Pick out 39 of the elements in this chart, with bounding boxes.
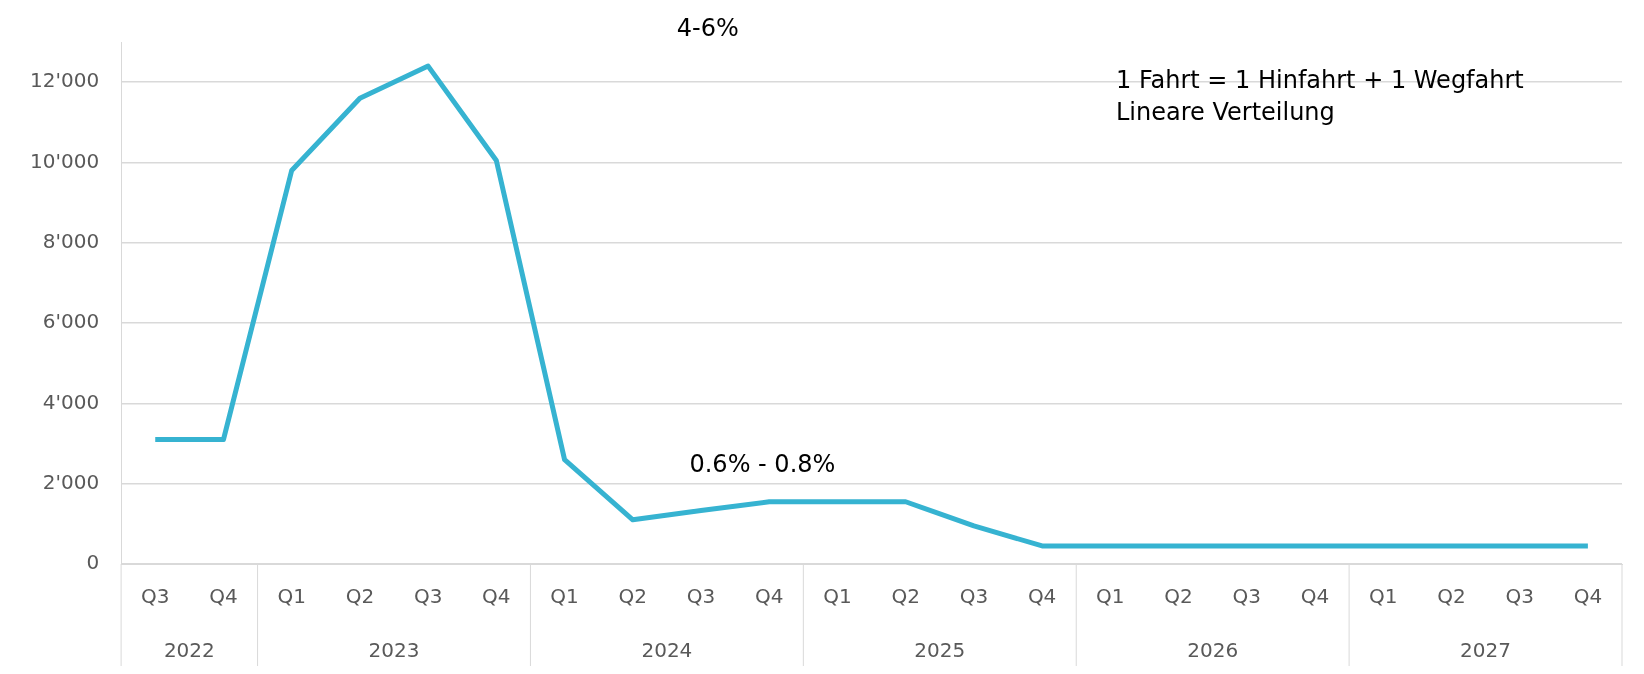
annotation: 4-6% (676, 14, 739, 43)
x-tick-label: Q1 (823, 584, 852, 609)
text: 2026 (1187, 638, 1239, 663)
y-tick-label: 0 (86, 550, 100, 575)
x-tick-label: Q4 (754, 584, 784, 609)
x-tick-label: Q1 (1368, 584, 1398, 609)
x-tick-label: Q2 (1437, 584, 1466, 609)
x-tick-label: Q4 (482, 584, 511, 609)
x-tick-label: Q3 (141, 584, 170, 609)
text: 2025 (914, 638, 966, 663)
y-tick-label: 10'000 (30, 148, 100, 173)
x-tick-label: Q2 (345, 584, 375, 609)
text: 2024 (641, 638, 693, 663)
text: 2023 (368, 638, 420, 663)
x-tick-label: Q1 (277, 584, 306, 609)
x-tick-label: Q3 (959, 584, 989, 609)
x-tick-label: Q2 (618, 584, 648, 609)
text: 2027 (1460, 638, 1512, 663)
y-tick-label: 8'000 (42, 228, 100, 253)
x-tick-label: Q3 (1232, 584, 1262, 609)
y-tick-label: 12'000 (30, 68, 100, 93)
y-tick-label: 6'000 (42, 309, 100, 334)
x-tick-label: Q4 (209, 584, 238, 609)
text: 2022 (163, 638, 215, 663)
x-tick-label: Q4 (1027, 584, 1057, 609)
x-tick-label: Q3 (1505, 584, 1534, 609)
annotation: 1 Fahrt = 1 Hinfahrt + 1 Wegfahrt (1116, 66, 1524, 95)
x-tick-label: Q4 (1300, 584, 1330, 609)
y-tick-label: 4'000 (42, 389, 100, 414)
x-tick-label: Q4 (1573, 584, 1603, 609)
y-tick-label: 2'000 (42, 469, 100, 494)
x-tick-label: Q1 (550, 584, 579, 609)
annotation: 0.6% - 0.8% (689, 450, 836, 479)
x-tick-label: Q2 (1164, 584, 1193, 609)
x-tick-label: Q3 (413, 584, 443, 609)
x-tick-label: Q1 (1096, 584, 1125, 609)
x-tick-label: Q3 (686, 584, 716, 609)
annotation: Lineare Verteilung (1116, 98, 1335, 127)
x-tick-label: Q2 (891, 584, 920, 609)
